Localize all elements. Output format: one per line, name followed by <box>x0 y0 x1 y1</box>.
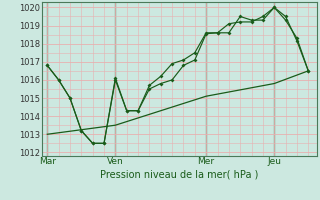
X-axis label: Pression niveau de la mer( hPa ): Pression niveau de la mer( hPa ) <box>100 169 258 179</box>
